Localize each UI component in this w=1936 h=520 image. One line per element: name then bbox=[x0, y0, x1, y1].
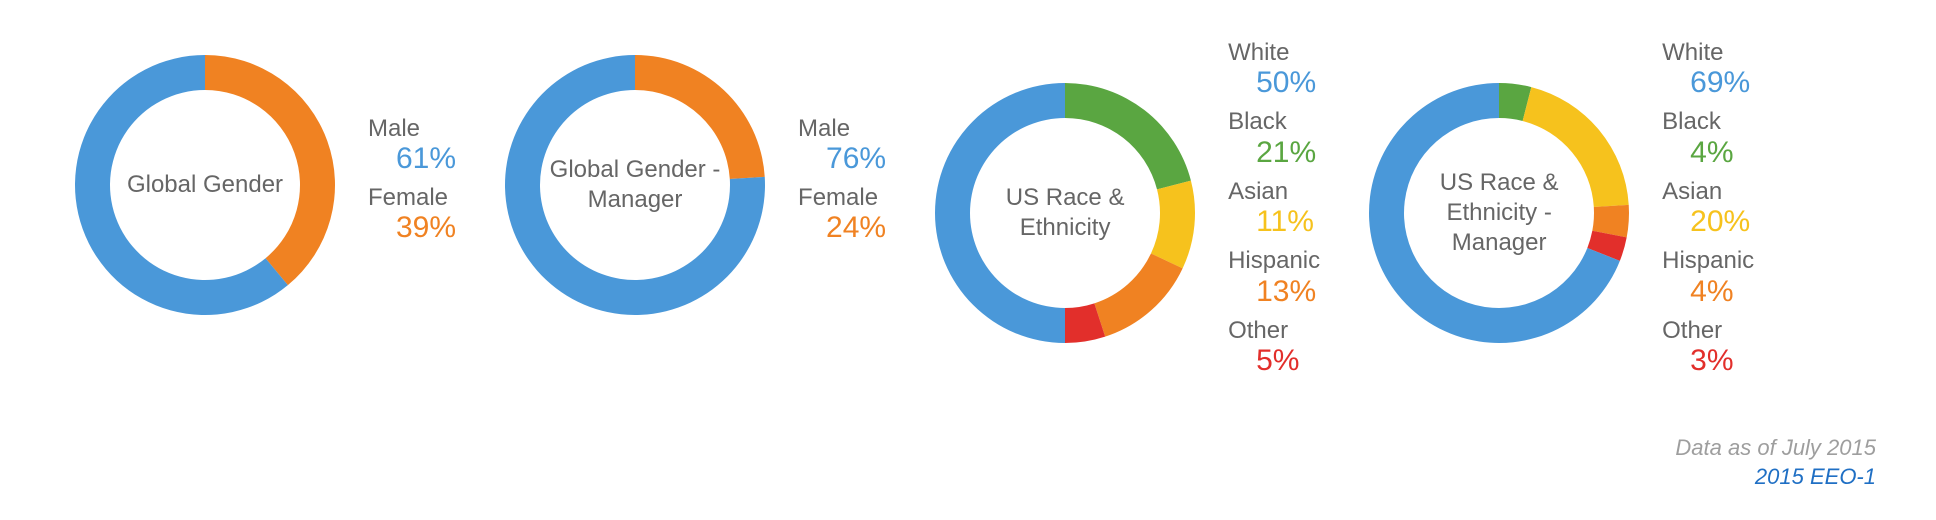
chart-global-gender-manager: Global Gender - Manager Male76% Female24% bbox=[490, 40, 920, 330]
legend-label: White bbox=[1228, 40, 1320, 66]
donut-title: US Race & Ethnicity bbox=[920, 68, 1210, 358]
legend-label: Hispanic bbox=[1228, 248, 1320, 274]
legend-item: Male61% bbox=[368, 116, 456, 175]
legend-value: 20% bbox=[1690, 205, 1754, 238]
footer-note: Data as of July 2015 bbox=[1675, 433, 1876, 463]
legend-item: Asian11% bbox=[1228, 179, 1320, 238]
legend-item: Hispanic4% bbox=[1662, 248, 1754, 307]
charts-row: Global GenderMale61%Female39%Global Gend… bbox=[60, 40, 1876, 387]
legend-value: 69% bbox=[1690, 66, 1754, 99]
footer-link[interactable]: 2015 EEO-1 bbox=[1675, 462, 1876, 492]
legend-global-gender: Male61% Female39% bbox=[368, 116, 456, 255]
donut-title: Global Gender - Manager bbox=[490, 40, 780, 330]
legend-value: 21% bbox=[1256, 136, 1320, 169]
donut-title: US Race & Ethnicity - Manager bbox=[1354, 68, 1644, 358]
legend-value: 39% bbox=[396, 211, 456, 244]
legend-item: White69% bbox=[1662, 40, 1754, 99]
legend-value: 76% bbox=[826, 142, 886, 175]
legend-value: 11% bbox=[1256, 205, 1320, 238]
legend-value: 50% bbox=[1256, 66, 1320, 99]
legend-item: Other3% bbox=[1662, 318, 1754, 377]
legend-value: 5% bbox=[1256, 344, 1320, 377]
legend-label: Black bbox=[1228, 109, 1320, 135]
legend-value: 4% bbox=[1690, 275, 1754, 308]
legend-item: Female24% bbox=[798, 185, 886, 244]
legend-label: White bbox=[1662, 40, 1754, 66]
legend-label: Male bbox=[368, 116, 456, 142]
legend-value: 13% bbox=[1256, 275, 1320, 308]
donut-global-gender-manager: Global Gender - Manager bbox=[490, 40, 780, 330]
legend-us-race-ethnicity: White50% Black21% Asian11% Hispanic13% Other… bbox=[1228, 40, 1320, 387]
legend-label: Female bbox=[368, 185, 456, 211]
donut-us-race-ethnicity: US Race & Ethnicity bbox=[920, 68, 1210, 358]
donut-us-race-ethnicity-manager: US Race & Ethnicity - Manager bbox=[1354, 68, 1644, 358]
legend-us-race-ethnicity-manager: White69%Black4%Asian20%Hispanic4%Other3% bbox=[1662, 40, 1754, 387]
chart-global-gender: Global Gender Male61% Female39% bbox=[60, 40, 490, 330]
legend-label: Black bbox=[1662, 109, 1754, 135]
legend-item: White50% bbox=[1228, 40, 1320, 99]
legend-item: Hispanic13% bbox=[1228, 248, 1320, 307]
page-root: Global GenderMale61%Female39%Global Gend… bbox=[0, 0, 1936, 520]
legend-value: 4% bbox=[1690, 136, 1754, 169]
chart-us-race-ethnicity-manager: US Race & Ethnicity - Manager White69% Bla… bbox=[1354, 40, 1788, 387]
legend-item: Asian20% bbox=[1662, 179, 1754, 238]
footer: Data as of July 2015 2015 EEO-1 bbox=[1675, 433, 1876, 492]
legend-label: Asian bbox=[1228, 179, 1320, 205]
legend-item: Black21% bbox=[1228, 109, 1320, 168]
legend-label: Male bbox=[798, 116, 886, 142]
legend-item: Male76% bbox=[798, 116, 886, 175]
legend-item: Female39% bbox=[368, 185, 456, 244]
donut-global-gender: Global Gender bbox=[60, 40, 350, 330]
legend-label: Other bbox=[1662, 318, 1754, 344]
chart-us-race-ethnicity: US Race & Ethnicity White50% Black21% Asian… bbox=[920, 40, 1354, 387]
legend-global-gender-manager: Male76% Female24% bbox=[798, 116, 886, 255]
legend-value: 24% bbox=[826, 211, 886, 244]
legend-label: Hispanic bbox=[1662, 248, 1754, 274]
legend-item: Black4% bbox=[1662, 109, 1754, 168]
donut-title: Global Gender bbox=[60, 40, 350, 330]
legend-label: Other bbox=[1228, 318, 1320, 344]
legend-label: Female bbox=[798, 185, 886, 211]
legend-item: Other5% bbox=[1228, 318, 1320, 377]
legend-value: 61% bbox=[396, 142, 456, 175]
legend-value: 3% bbox=[1690, 344, 1754, 377]
legend-label: Asian bbox=[1662, 179, 1754, 205]
